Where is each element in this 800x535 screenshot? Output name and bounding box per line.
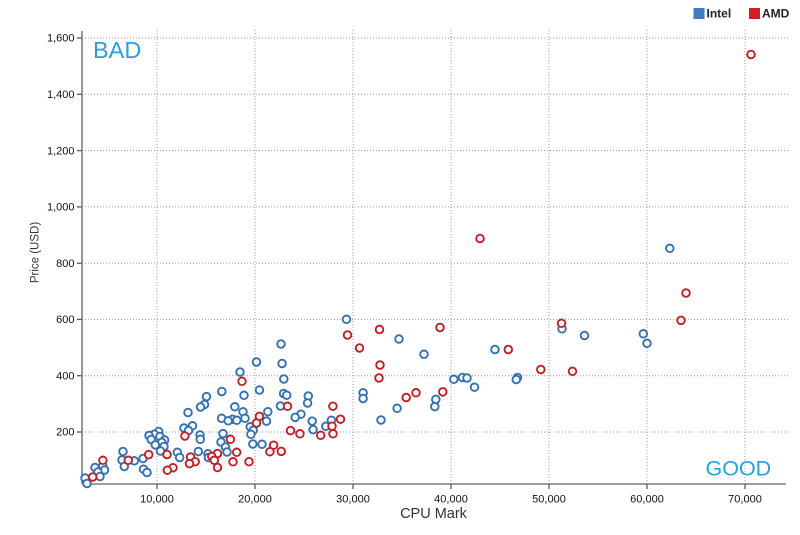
svg-text:GOOD: GOOD	[706, 457, 772, 481]
svg-text:Price (USD): Price (USD)	[30, 222, 42, 284]
svg-text:20,000: 20,000	[238, 494, 272, 506]
svg-text:60,000: 60,000	[630, 494, 664, 506]
svg-text:1,600: 1,600	[47, 33, 75, 45]
svg-text:70,000: 70,000	[728, 494, 762, 506]
svg-text:CPU Mark: CPU Mark	[400, 506, 468, 522]
svg-text:AMD: AMD	[762, 7, 790, 21]
svg-text:BAD: BAD	[93, 37, 141, 63]
svg-text:200: 200	[56, 427, 74, 439]
svg-text:30,000: 30,000	[336, 494, 370, 506]
svg-text:Intel: Intel	[707, 7, 732, 21]
svg-text:40,000: 40,000	[434, 494, 468, 506]
svg-text:1,200: 1,200	[47, 145, 75, 157]
svg-text:50,000: 50,000	[532, 494, 566, 506]
svg-text:800: 800	[56, 258, 74, 270]
svg-text:600: 600	[56, 314, 74, 326]
svg-text:10,000: 10,000	[140, 494, 174, 506]
svg-text:400: 400	[56, 370, 74, 382]
svg-text:1,000: 1,000	[47, 202, 75, 214]
svg-text:1,400: 1,400	[47, 89, 75, 101]
